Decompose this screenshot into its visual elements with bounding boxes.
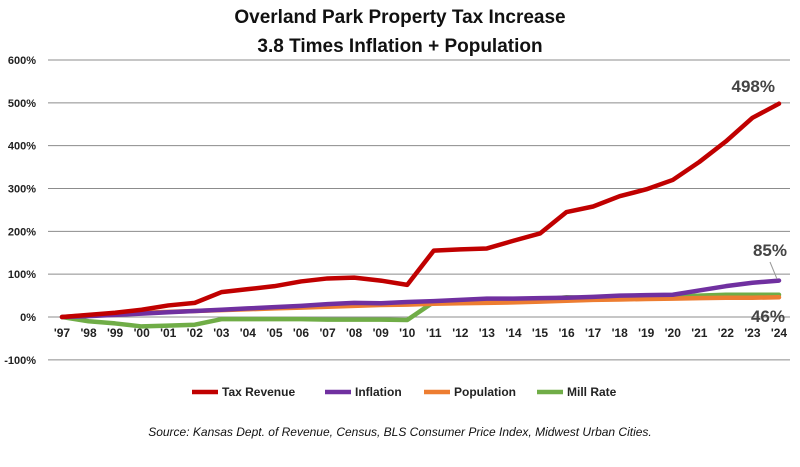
x-axis: '97 '98 '99 '00 '01 '02 '03 '04 '05 '06 '07 '08 '09 '… bbox=[54, 326, 788, 340]
y-tick-label: 400% bbox=[8, 141, 36, 153]
source-note: Source: Kansas Dept. of Revenue, Census,… bbox=[148, 425, 652, 439]
y-tick-label: 500% bbox=[8, 98, 36, 110]
x-tick-label: '11 bbox=[426, 326, 442, 340]
x-tick-label: '18 bbox=[612, 326, 629, 340]
x-tick-label: '10 bbox=[399, 326, 416, 340]
series-lines bbox=[59, 101, 782, 329]
x-tick-label: '98 bbox=[80, 326, 97, 340]
chart-title-line-1: Overland Park Property Tax Increase bbox=[234, 7, 566, 28]
legend: Tax Revenue Inflation Population Mill Rate bbox=[192, 385, 617, 399]
x-tick-label: '17 bbox=[585, 326, 602, 340]
gridlines bbox=[48, 59, 790, 361]
legend-label: Inflation bbox=[355, 385, 402, 399]
x-tick-label: '21 bbox=[691, 326, 708, 340]
x-tick-label: '16 bbox=[558, 326, 575, 340]
x-tick-label: '24 bbox=[771, 326, 788, 340]
y-tick-label: -100% bbox=[4, 355, 36, 367]
annotations: 498% 85% 46% bbox=[732, 77, 787, 326]
x-tick-label: '13 bbox=[479, 326, 496, 340]
y-axis: -100% 0% 100% 200% 300% 400% 500% 600% bbox=[4, 55, 36, 367]
x-tick-label: '14 bbox=[505, 326, 522, 340]
x-tick-label: '05 bbox=[266, 326, 283, 340]
y-tick-label: 100% bbox=[8, 269, 36, 281]
legend-label: Tax Revenue bbox=[222, 385, 295, 399]
x-tick-label: '00 bbox=[134, 326, 151, 340]
data-label: 46% bbox=[751, 307, 785, 326]
data-label: 85% bbox=[753, 241, 787, 260]
x-tick-label: '22 bbox=[718, 326, 735, 340]
series-line-tax-revenue bbox=[59, 101, 782, 320]
y-tick-label: 0% bbox=[20, 312, 36, 324]
legend-label: Population bbox=[454, 385, 516, 399]
legend-label: Mill Rate bbox=[567, 385, 617, 399]
x-tick-label: '08 bbox=[346, 326, 363, 340]
x-tick-label: '99 bbox=[107, 326, 124, 340]
x-tick-label: '19 bbox=[638, 326, 655, 340]
x-tick-label: '15 bbox=[532, 326, 549, 340]
y-tick-label: 300% bbox=[8, 184, 36, 196]
x-tick-label: '20 bbox=[665, 326, 682, 340]
x-tick-label: '03 bbox=[213, 326, 230, 340]
x-tick-label: '09 bbox=[373, 326, 390, 340]
x-tick-label: '23 bbox=[744, 326, 761, 340]
series-line-inflation bbox=[59, 278, 782, 320]
data-label: 498% bbox=[732, 77, 775, 96]
x-tick-label: '01 bbox=[160, 326, 177, 340]
y-tick-label: 600% bbox=[8, 55, 36, 67]
x-tick-label: '02 bbox=[187, 326, 204, 340]
chart-title-line-2: 3.8 Times Inflation + Population bbox=[257, 36, 543, 57]
y-tick-label: 200% bbox=[8, 226, 36, 238]
x-tick-label: '12 bbox=[452, 326, 469, 340]
x-tick-label: '97 bbox=[54, 326, 71, 340]
x-tick-label: '06 bbox=[293, 326, 310, 340]
x-tick-label: '04 bbox=[240, 326, 257, 340]
leader-line bbox=[769, 261, 778, 280]
x-tick-label: '07 bbox=[319, 326, 336, 340]
